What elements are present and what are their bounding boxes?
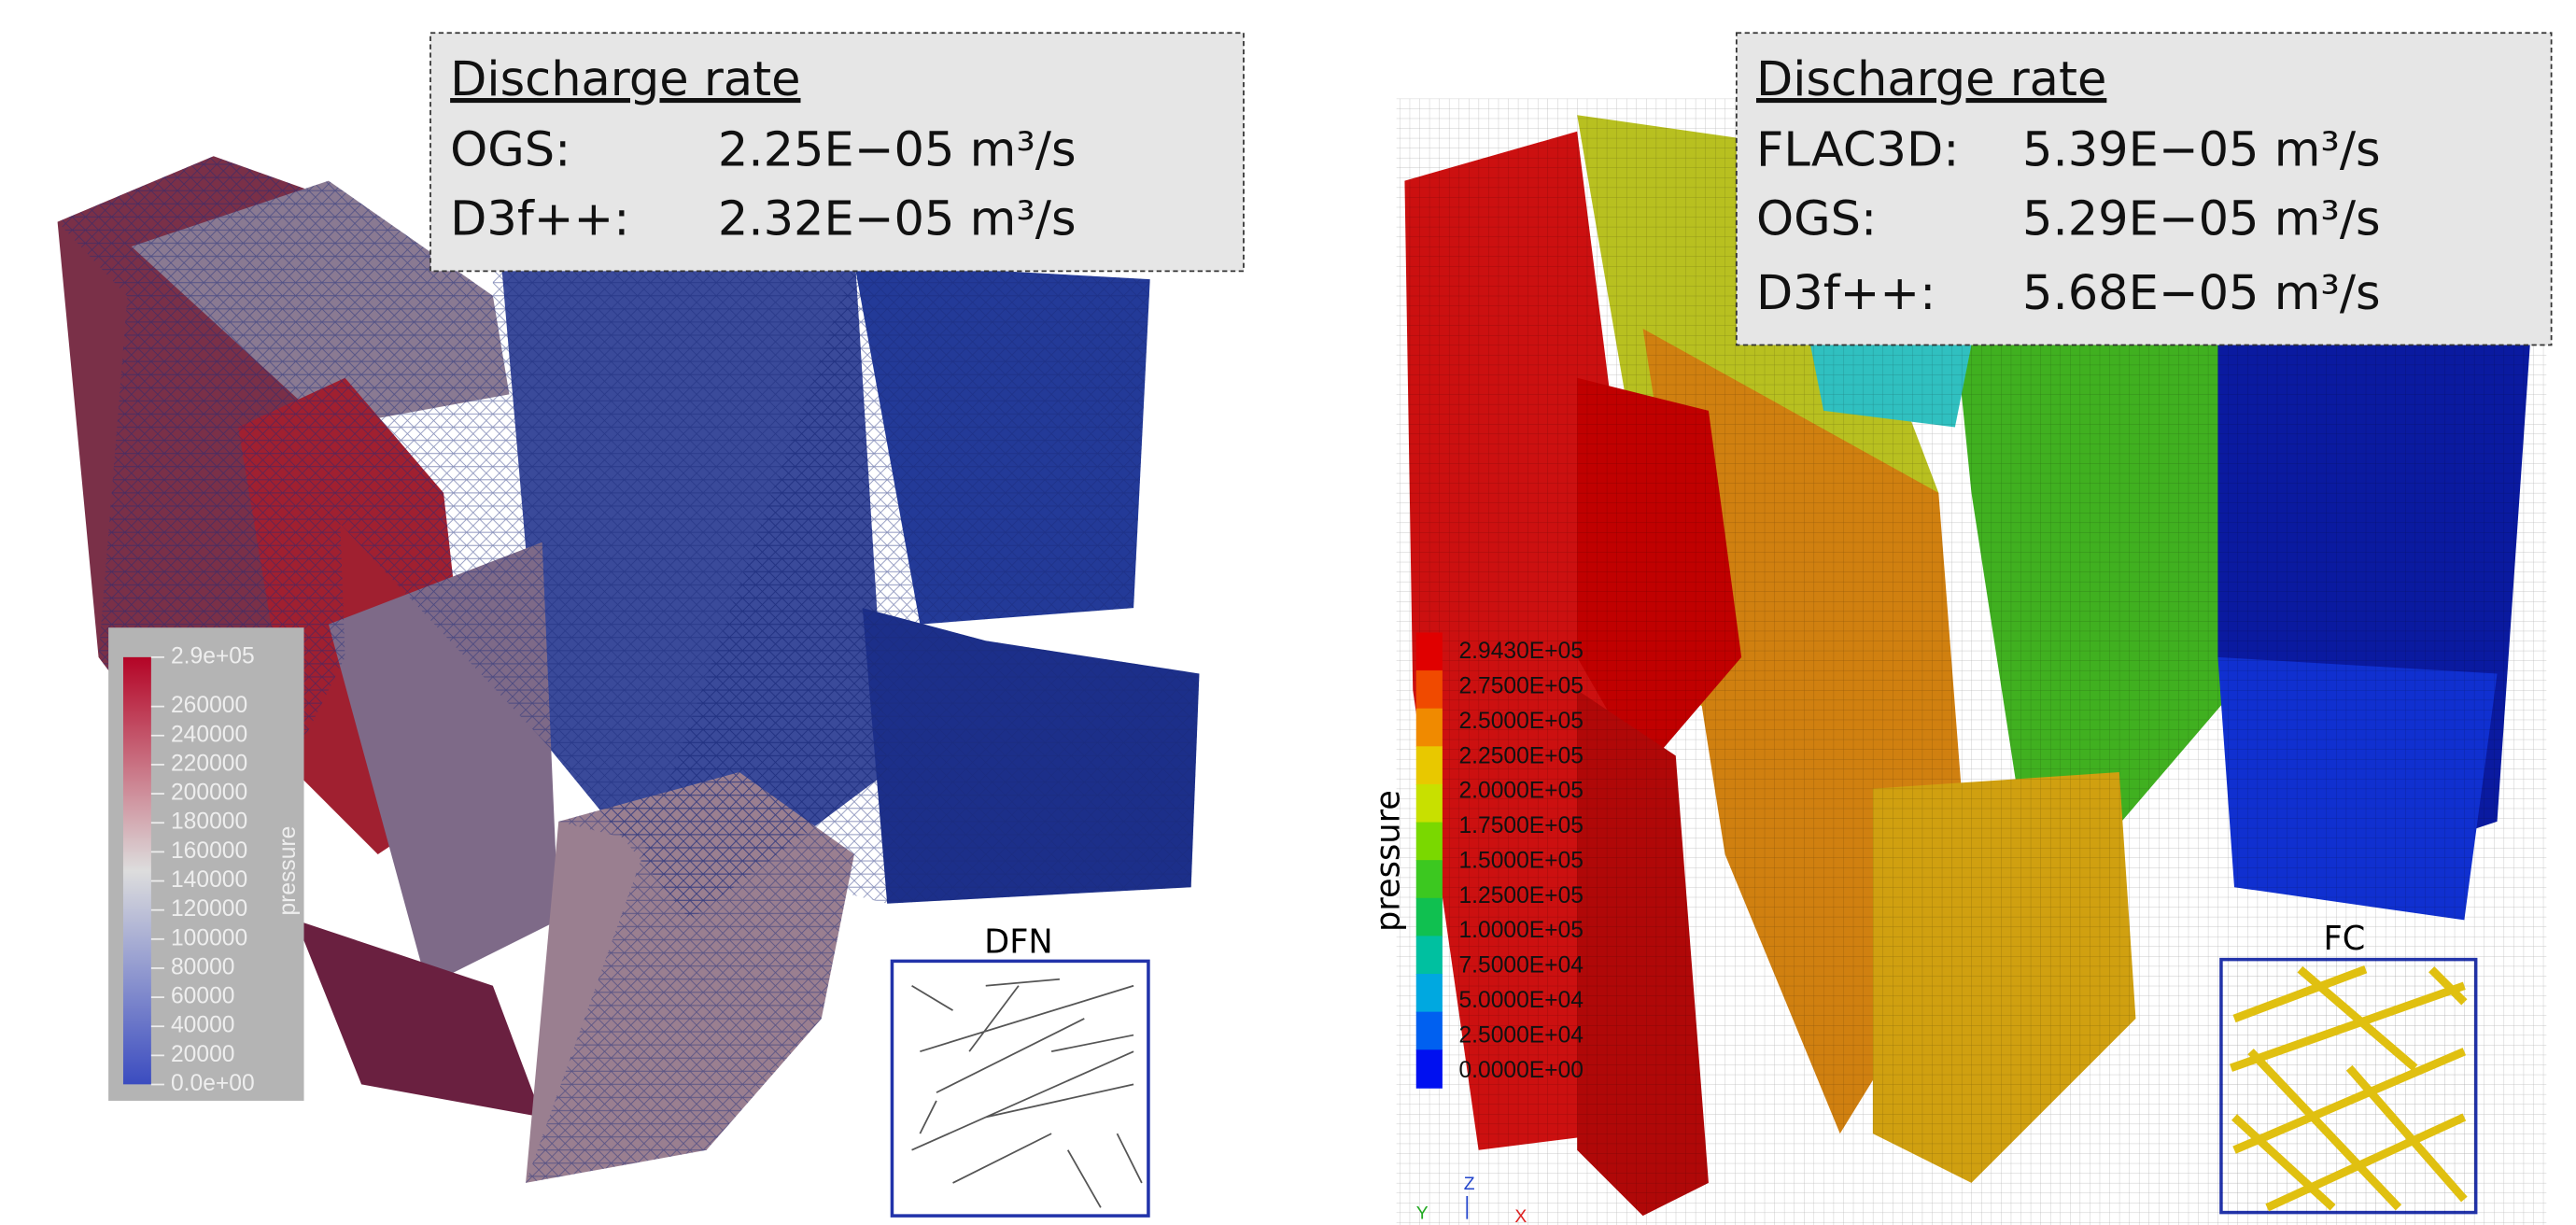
- colorbar-label: 220000: [171, 751, 247, 776]
- row-value: 2.25E−05 m³/s: [718, 123, 1077, 178]
- row-label: FLAC3D:: [1756, 123, 1960, 178]
- colorbar-label: 2.9e+05: [171, 643, 255, 669]
- colorbar-label: 180000: [171, 810, 247, 835]
- box-title: Discharge rate: [450, 52, 800, 107]
- colorbar-label: 5.0000E+04: [1458, 988, 1584, 1013]
- colorbar-label: 100000: [171, 925, 247, 950]
- colorbar-label: 1.2500E+05: [1458, 883, 1584, 908]
- colorbar-label: 1.5000E+05: [1458, 848, 1584, 873]
- colorbar-label: 60000: [171, 984, 234, 1009]
- row-label: OGS:: [1756, 192, 1877, 247]
- colorbar-gradient: [123, 657, 151, 1084]
- colorbar-label: 2.5000E+05: [1458, 709, 1584, 734]
- colorbar-swatch: [1416, 784, 1443, 823]
- colorbar-label: 0.0000E+00: [1458, 1058, 1584, 1083]
- row-value: 5.29E−05 m³/s: [2022, 192, 2381, 247]
- colorbar-swatch: [1416, 898, 1443, 936]
- colorbar-label: 0.0e+00: [171, 1071, 255, 1096]
- colorbar-label: 120000: [171, 896, 247, 922]
- colorbar-swatch: [1416, 1012, 1443, 1050]
- row-value: 2.32E−05 m³/s: [718, 192, 1077, 247]
- axis-label: X: [1514, 1206, 1527, 1225]
- colorbar-swatch: [1416, 709, 1443, 747]
- right-discharge-box: Discharge rate FLAC3D: 5.39E−05 m³/s OGS…: [1737, 33, 2552, 345]
- colorbar-swatch: [1416, 936, 1443, 974]
- colorbar-swatch: [1416, 823, 1443, 861]
- colorbar-label: 160000: [171, 838, 247, 864]
- colorbar-swatch: [1416, 860, 1443, 898]
- inset-label: DFN: [984, 923, 1053, 962]
- colorbar-label: 40000: [171, 1013, 234, 1038]
- colorbar-swatch: [1416, 1049, 1443, 1088]
- colorbar-label: 2.2500E+05: [1458, 743, 1584, 768]
- colorbar-title: pressure: [1370, 790, 1408, 932]
- row-value: 5.39E−05 m³/s: [2022, 123, 2381, 178]
- colorbar-label: 80000: [171, 954, 234, 979]
- fc-inset: FC: [2221, 920, 2476, 1213]
- left-colorbar: pressure 2.9e+05260000240000220000200000…: [108, 627, 303, 1101]
- row-label: OGS:: [450, 123, 570, 178]
- left-discharge-box: Discharge rate OGS: 2.25E−05 m³/s D3f++:…: [430, 33, 1244, 271]
- colorbar-title: pressure: [275, 826, 301, 916]
- inset-frame: [892, 961, 1147, 1216]
- row-label: D3f++:: [1756, 266, 1936, 321]
- figure: Discharge rate OGS: 2.25E−05 m³/s D3f++:…: [0, 0, 2576, 1225]
- colorbar-label: 20000: [171, 1042, 234, 1067]
- colorbar-label: 240000: [171, 722, 247, 747]
- inset-label: FC: [2323, 920, 2365, 958]
- axis-label: Y: [1416, 1204, 1429, 1224]
- colorbar-swatch: [1416, 746, 1443, 784]
- colorbar-label: 140000: [171, 867, 247, 893]
- colorbar-label: 260000: [171, 693, 247, 718]
- colorbar-label: 7.5000E+04: [1458, 953, 1584, 979]
- box-title: Discharge rate: [1756, 52, 2106, 107]
- colorbar-label: 2.0000E+05: [1458, 779, 1584, 804]
- colorbar-label: 2.7500E+05: [1458, 673, 1584, 698]
- colorbar-label: 1.0000E+05: [1458, 918, 1584, 943]
- page: Discharge rate OGS: 2.25E−05 m³/s D3f++:…: [0, 0, 2576, 1225]
- axis-label: Z: [1464, 1174, 1475, 1194]
- colorbar-label: 2.9430E+05: [1458, 639, 1584, 664]
- colorbar-swatch: [1416, 974, 1443, 1012]
- row-label: D3f++:: [450, 192, 629, 247]
- colorbar-label: 2.5000E+04: [1458, 1022, 1584, 1048]
- dfn-inset: DFN: [892, 923, 1147, 1217]
- colorbar-label: 1.7500E+05: [1458, 813, 1584, 838]
- colorbar-swatch: [1416, 670, 1443, 709]
- colorbar-label: 200000: [171, 781, 247, 806]
- row-value: 5.68E−05 m³/s: [2022, 266, 2381, 321]
- colorbar-swatch: [1416, 632, 1443, 670]
